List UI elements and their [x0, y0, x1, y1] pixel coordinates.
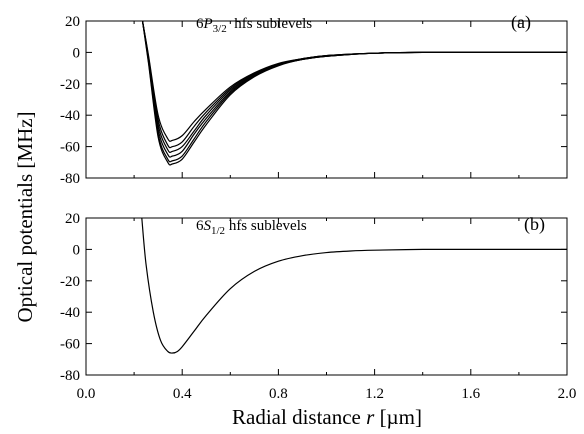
panel-b-y-tick-label: -20: [60, 274, 80, 290]
panel-b-series: [141, 217, 567, 354]
panel-a-series-line: [141, 20, 568, 153]
x-tick-label: 1.2: [365, 386, 384, 402]
panel-a-annotation: 6P3/2 hfs sublevels: [196, 16, 312, 35]
panel-a-y-tick-label: -60: [60, 140, 80, 156]
panel-a-series-line: [141, 20, 568, 142]
panel-a-series-line: [141, 20, 568, 149]
panel-a-y-tick-label: 0: [73, 45, 81, 61]
panel-b-annotation: 6S1/2 hfs sublevels: [196, 218, 307, 237]
panel-b-ticks: 20 0 -20 -40 -60 -80: [60, 211, 568, 384]
panel-a-y-tick-label: -20: [60, 77, 80, 93]
x-tick-label: 1.6: [461, 386, 480, 402]
x-axis-title: Radial distance r [µm]: [232, 405, 422, 429]
panel-b-y-tick-label: -60: [60, 337, 80, 353]
panel-a-y-tick-label: -80: [60, 171, 80, 187]
panel-b-y-tick-label: 0: [73, 242, 81, 258]
panel-b-y-tick-label: -80: [60, 368, 80, 384]
panel-a-y-tick-label: -40: [60, 108, 80, 124]
panel-b-label: (b): [524, 214, 545, 235]
panel-b: 20 0 -20 -40 -60 -80 6S1/2 hfs sublevels (b): [60, 211, 568, 384]
panel-a-series-line: [141, 20, 568, 163]
panel-a-series-line: [141, 20, 568, 166]
panel-a-series-line: [141, 20, 568, 158]
y-axis-title: Optical potentials [MHz]: [13, 111, 37, 322]
panel-a-ticks: 20 0 -20 -40 -60 -80: [60, 14, 568, 187]
panel-a-y-tick-label: 20: [65, 14, 80, 30]
panel-a-series: [141, 20, 568, 166]
panel-b-y-tick-label: -40: [60, 305, 80, 321]
x-tick-label: 0.8: [269, 386, 288, 402]
panel-b-series-line: [141, 217, 567, 354]
x-tick-label: 0.4: [173, 386, 192, 402]
panel-a-frame: [85, 20, 568, 179]
x-tick-label: 2.0: [558, 386, 577, 402]
x-tick-labels: 0.0 0.4 0.8 1.2 1.6 2.0: [77, 386, 577, 402]
panel-b-y-tick-label: 20: [65, 211, 80, 227]
panel-b-frame: [85, 217, 568, 376]
panel-a: 20 0 -20 -40 -60 -80 6P3/2 hfs sublevels (a): [60, 12, 568, 187]
panel-a-label: (a): [511, 12, 531, 33]
x-tick-label: 0.0: [77, 386, 96, 402]
